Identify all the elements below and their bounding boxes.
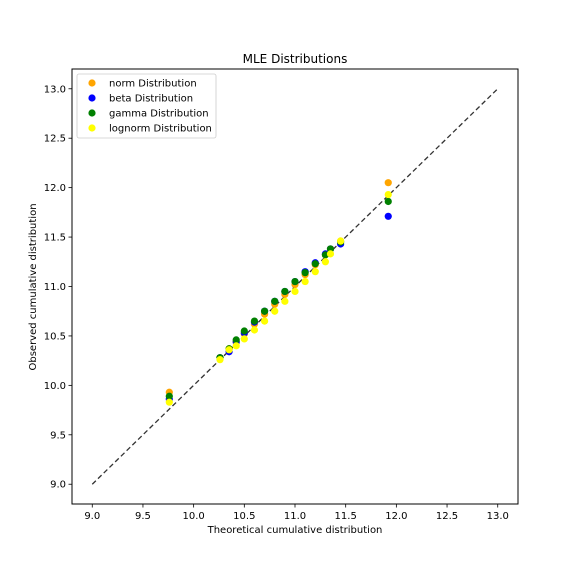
y-tick-label: 12.5	[44, 134, 66, 145]
data-point-series-3	[326, 250, 335, 258]
legend-marker	[88, 109, 96, 117]
data-point-series-3	[240, 335, 248, 343]
data-point-series-3	[291, 287, 299, 296]
data-point-series-2	[311, 260, 319, 268]
x-tick-label: 10.5	[233, 511, 255, 522]
legend-marker	[88, 79, 96, 87]
y-tick-label: 11.5	[44, 233, 66, 244]
data-point-series-2	[291, 277, 299, 286]
data-point-series-2	[250, 317, 259, 325]
data-point-series-3	[301, 277, 309, 286]
y-axis-ticks: 9.0 9.5 10.0 10.5 11.0 11.5 12.0 12.5 13.0	[44, 84, 72, 491]
y-tick-label: 10.5	[44, 331, 66, 342]
y-tick-label: 10.0	[44, 381, 66, 392]
data-point-series-1	[384, 212, 392, 220]
data-point-series-3	[321, 258, 330, 266]
data-point-series-2	[165, 392, 173, 400]
x-tick-label: 9.5	[135, 511, 151, 522]
data-point-series-2	[326, 245, 335, 253]
data-point-series-3	[225, 346, 233, 354]
y-tick-label: 9.5	[50, 430, 66, 441]
legend-box	[76, 73, 217, 139]
legend: norm Distribution beta Distribution gamma …	[76, 73, 217, 139]
x-axis-ticks: 9.0 9.5 10.0 10.5 11.0 11.5 12.0 12.5 13.0	[84, 504, 509, 522]
data-point-series-3	[232, 342, 240, 350]
x-tick-label: 12.5	[436, 511, 458, 522]
x-tick-label: 13.0	[487, 511, 509, 522]
data-point-series-3	[337, 237, 345, 245]
data-point-series-3	[311, 268, 319, 276]
y-axis-label: Observed cumulative distribution	[28, 203, 39, 370]
legend-marker	[88, 124, 96, 132]
data-point-series-3	[216, 356, 224, 364]
y-tick-label: 11.0	[44, 282, 66, 293]
data-point-series-2	[271, 297, 279, 305]
chart-title: MLE Distributions	[243, 52, 348, 66]
legend-label: beta Distribution	[109, 94, 193, 105]
data-points-layer	[165, 179, 392, 406]
legend-label: norm Distribution	[109, 79, 197, 90]
legend-label: lognorm Distribution	[109, 124, 212, 135]
x-tick-label: 12.0	[385, 511, 407, 522]
legend-marker	[88, 94, 96, 102]
data-point-series-3	[281, 297, 289, 305]
data-point-series-3	[250, 326, 259, 334]
data-point-series-2	[384, 197, 392, 206]
data-point-series-3	[384, 190, 392, 199]
y-tick-label: 12.0	[44, 183, 66, 194]
data-point-series-3	[165, 398, 173, 406]
x-tick-label: 11.0	[284, 511, 306, 522]
data-point-series-3	[260, 317, 269, 325]
data-point-series-2	[301, 269, 309, 277]
y-tick-label: 9.0	[50, 480, 66, 491]
x-tick-label: 11.5	[335, 511, 357, 522]
data-point-series-3	[271, 307, 279, 315]
data-point-series-2	[240, 327, 248, 335]
x-tick-label: 9.0	[84, 511, 100, 522]
data-point-series-2	[232, 336, 240, 344]
data-point-series-2	[260, 307, 269, 315]
data-point-series-2	[281, 287, 289, 296]
x-axis-label: Theoretical cumulative distribution	[207, 525, 383, 536]
x-tick-label: 10.0	[183, 511, 205, 522]
data-point-series-0	[384, 179, 392, 187]
legend-label: gamma Distribution	[109, 109, 209, 120]
y-tick-label: 13.0	[44, 84, 66, 95]
